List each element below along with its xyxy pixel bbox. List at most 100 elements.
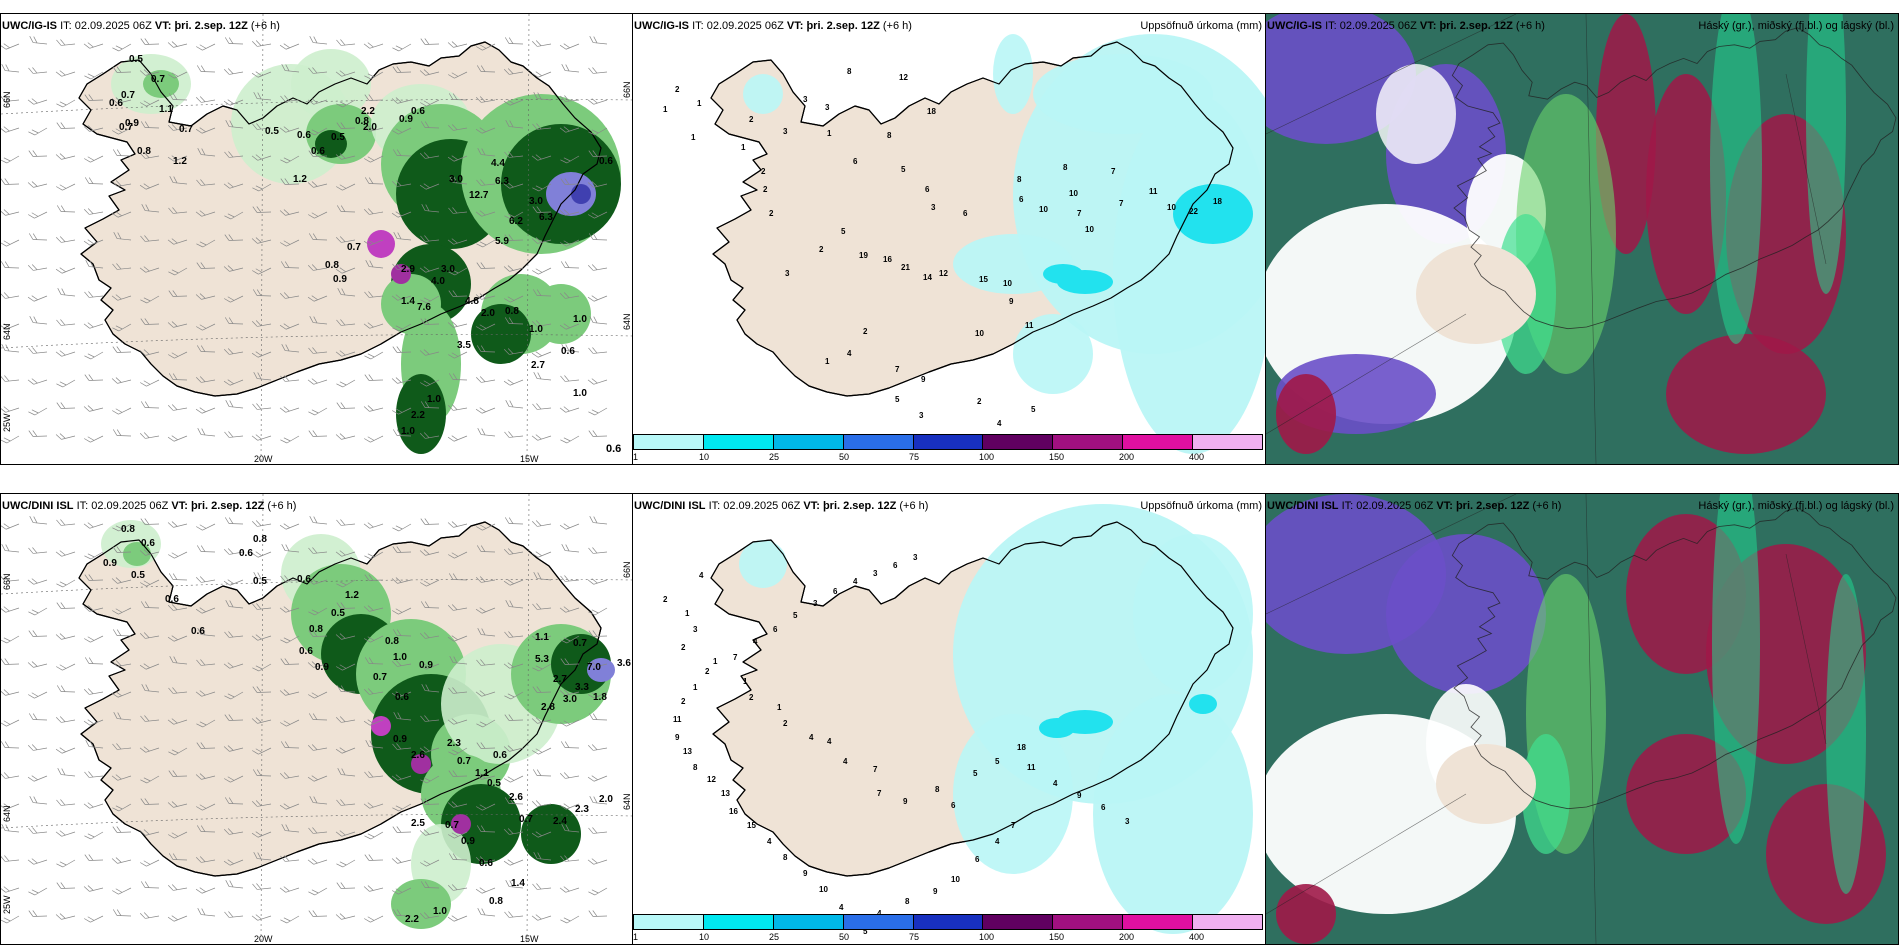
precip-value: 0.6 bbox=[191, 626, 205, 637]
it-label: IT: bbox=[76, 500, 89, 512]
precip-value: 0.6 bbox=[141, 538, 155, 549]
accum-value: 4 bbox=[809, 733, 814, 742]
lat-label: 64N bbox=[622, 313, 632, 330]
accum-value: 9 bbox=[803, 869, 808, 878]
vt-value: þri. 2.sep. 12Z bbox=[190, 500, 265, 512]
accum-value: 3 bbox=[873, 569, 878, 578]
precip-value: 0.7 bbox=[179, 124, 193, 135]
accum-value: 10 bbox=[1085, 225, 1094, 234]
lead-time: (+6 h) bbox=[1515, 20, 1545, 32]
precip-value: 0.6 bbox=[311, 146, 325, 157]
accum-value: 5 bbox=[973, 769, 978, 778]
precip-value: 2.9 bbox=[401, 264, 415, 275]
colorbar-tick: 200 bbox=[1119, 452, 1135, 462]
precip-value: 1.1 bbox=[475, 768, 489, 779]
accum-value: 1 bbox=[825, 357, 830, 366]
vt-label: VT: bbox=[786, 20, 804, 32]
colorbar-tick: 200 bbox=[1119, 932, 1135, 942]
precip-value: 0.8 bbox=[309, 624, 323, 635]
precip-value: 2.2 bbox=[405, 914, 419, 925]
precip-value: 0.6 bbox=[297, 130, 311, 141]
colorbar-cell bbox=[634, 435, 704, 449]
lon-label: 15W bbox=[520, 934, 539, 944]
precip-value: 1.0 bbox=[401, 426, 415, 437]
precip-value: 5.9 bbox=[495, 236, 509, 247]
precip-value: 7.6 bbox=[417, 302, 431, 313]
precip-value: 0.9 bbox=[333, 274, 347, 285]
colorbar-tick: 100 bbox=[979, 452, 995, 462]
precip-value: 2.0 bbox=[599, 794, 613, 805]
precip-value: 0.8 bbox=[325, 260, 339, 271]
precip-value: 1.4 bbox=[401, 296, 415, 307]
accum-value: 10 bbox=[1167, 203, 1176, 212]
precip-value: 1.0 bbox=[393, 652, 407, 663]
lon-label: 20W bbox=[254, 934, 273, 944]
precip-value: 2.2 bbox=[361, 106, 375, 117]
precip-colorbar bbox=[633, 914, 1263, 930]
precip-value: 0.9 bbox=[393, 734, 407, 745]
colorbar-tick: 50 bbox=[839, 932, 850, 942]
accum-value: 22 bbox=[1189, 207, 1198, 216]
colorbar-cell bbox=[913, 915, 984, 929]
precip-wind-map-dini: 0.8 0.6 0.9 0.5 0.6 0.6 0.8 0.6 0.5 0.6 1.2 0.5 0.8 0… bbox=[0, 493, 633, 945]
lon-label: 25W bbox=[2, 895, 12, 914]
accum-value: 8 bbox=[935, 785, 940, 794]
it-value: 02.09.2025 06Z bbox=[706, 20, 784, 32]
precip-value: 0.6 bbox=[599, 156, 613, 167]
precip-value: 3.3 bbox=[575, 682, 589, 693]
precip-value: 7.0 bbox=[587, 662, 601, 673]
precip-value: 0.7 bbox=[151, 74, 165, 85]
accum-value: 6 bbox=[925, 185, 930, 194]
precip-value: 0.8 bbox=[253, 534, 267, 545]
accum-value: 1 bbox=[741, 143, 746, 152]
accum-value: 8 bbox=[783, 853, 788, 862]
accum-value: 2 bbox=[663, 595, 668, 604]
accum-value: 7 bbox=[1111, 167, 1116, 176]
accum-value: 16 bbox=[883, 255, 892, 264]
precip-value: 0.7 bbox=[445, 820, 459, 831]
colorbar-cell bbox=[1193, 915, 1263, 929]
accum-value: 3 bbox=[785, 269, 790, 278]
precip-value: 2.3 bbox=[447, 738, 461, 749]
colorbar-tick: 150 bbox=[1049, 452, 1065, 462]
accum-value: 7 bbox=[877, 789, 882, 798]
precip-value: 6.2 bbox=[509, 216, 523, 227]
panel-title-right: Háský (gr.), miðský (fj.bl.) og lágský (… bbox=[1698, 500, 1894, 512]
accum-value: 13 bbox=[683, 747, 692, 756]
precip-value: 0.7 bbox=[347, 242, 361, 253]
accum-value: 4 bbox=[995, 837, 1000, 846]
lead-time: (+6 h) bbox=[267, 500, 297, 512]
precip-wind-map-igis: 0.5 0.7 0.6 0.7 0.9 1.1 0.7 0.8 0.7 1.2 0.5 0.6 0.6 1… bbox=[0, 13, 633, 465]
lead-time: (+6 h) bbox=[899, 500, 929, 512]
accum-value: 3 bbox=[783, 127, 788, 136]
precip-value: 0.8 bbox=[489, 896, 503, 907]
accum-value: 5 bbox=[793, 611, 798, 620]
lat-label: 66N bbox=[2, 573, 12, 590]
accum-value: 5 bbox=[895, 395, 900, 404]
corner-value: 0.6 bbox=[606, 443, 622, 455]
precip-value: 0.6 bbox=[561, 346, 575, 357]
accum-value: 2 bbox=[749, 693, 754, 702]
precip-value: 0.5 bbox=[331, 608, 345, 619]
accum-value: 3 bbox=[913, 553, 918, 562]
cloud-cover-map-igis bbox=[1265, 13, 1899, 465]
precip-value: 0.8 bbox=[121, 524, 135, 535]
precip-value: 2.6 bbox=[411, 750, 425, 761]
accum-value: 9 bbox=[933, 887, 938, 896]
precip-value: 0.6 bbox=[299, 646, 313, 657]
precip-value: 0.8 bbox=[505, 306, 519, 317]
accum-value: 10 bbox=[819, 885, 828, 894]
colorbar-cell bbox=[1123, 915, 1194, 929]
precip-value: 3.0 bbox=[441, 264, 455, 275]
colorbar-cell bbox=[703, 435, 774, 449]
precip-value: 2.7 bbox=[553, 674, 567, 685]
vt-label: VT: bbox=[171, 500, 188, 512]
colorbar-tick: 400 bbox=[1189, 452, 1205, 462]
precip-value: 1.2 bbox=[345, 590, 359, 601]
accum-value: 9 bbox=[921, 375, 926, 384]
accum-value: 4 bbox=[877, 909, 882, 918]
colorbar-cell bbox=[703, 915, 774, 929]
colorbar-cell bbox=[1123, 435, 1194, 449]
vt-label: VT: bbox=[154, 20, 172, 32]
